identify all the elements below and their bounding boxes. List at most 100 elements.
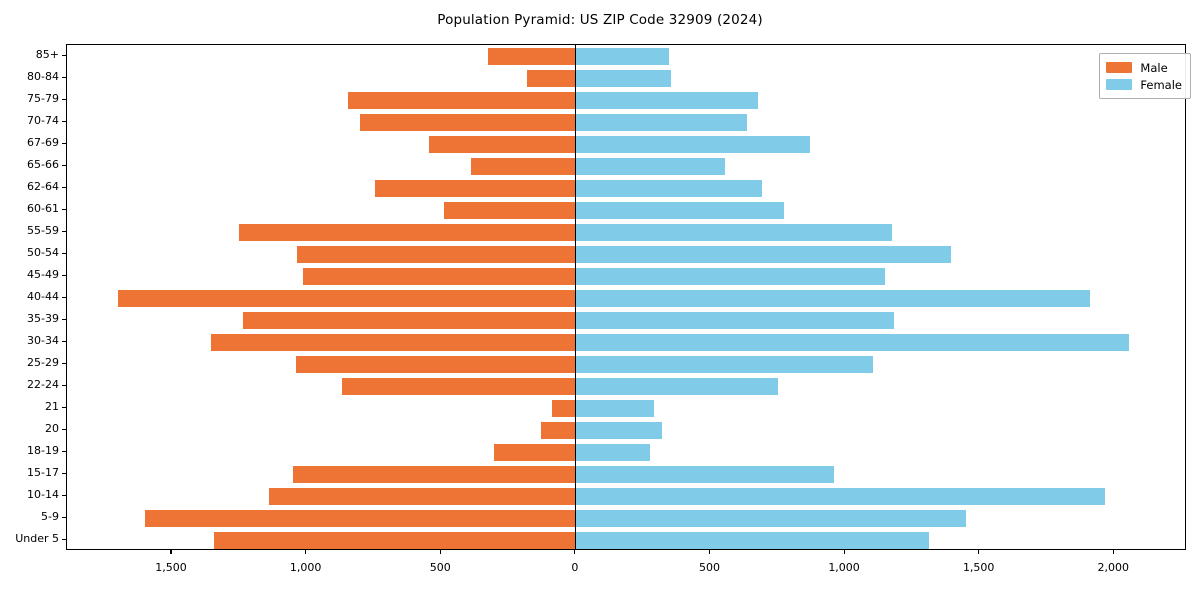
bar-female-67-69 bbox=[575, 135, 811, 153]
bar-male-30-34 bbox=[211, 333, 576, 351]
bar-male-15-17 bbox=[293, 465, 576, 483]
bar-female-65-66 bbox=[575, 157, 726, 175]
zero-axis-line bbox=[575, 45, 577, 549]
bar-male-under-5 bbox=[213, 531, 576, 549]
x-tick-mark bbox=[170, 550, 172, 554]
bar-female-10-14 bbox=[575, 487, 1105, 505]
y-tick-label-50-54: 50-54 bbox=[27, 246, 59, 259]
plot-area bbox=[66, 44, 1186, 550]
y-tick-mark bbox=[62, 340, 66, 342]
bar-female-62-64 bbox=[575, 179, 762, 197]
y-tick-mark bbox=[62, 252, 66, 254]
x-tick-label: 500 bbox=[429, 561, 451, 574]
bar-female-30-34 bbox=[575, 333, 1130, 351]
x-tick-mark bbox=[708, 550, 710, 554]
x-tick-mark bbox=[574, 550, 576, 554]
bar-female-25-29 bbox=[575, 355, 874, 373]
bar-male-55-59 bbox=[239, 223, 576, 241]
bar-female-35-39 bbox=[575, 311, 894, 329]
y-tick-label-10-14: 10-14 bbox=[27, 488, 59, 501]
x-tick-mark bbox=[843, 550, 845, 554]
y-tick-mark bbox=[62, 164, 66, 166]
bar-male-80-84 bbox=[527, 69, 576, 87]
legend-item-male[interactable]: Male bbox=[1106, 59, 1182, 76]
y-tick-mark bbox=[62, 428, 66, 430]
y-tick-mark bbox=[62, 76, 66, 78]
bar-male-18-19 bbox=[493, 443, 576, 461]
y-tick-mark bbox=[62, 186, 66, 188]
bar-male-62-64 bbox=[375, 179, 576, 197]
bar-female-40-44 bbox=[575, 289, 1091, 307]
legend-item-female[interactable]: Female bbox=[1106, 76, 1182, 93]
bar-female-under-5 bbox=[575, 531, 929, 549]
x-tick-label: 0 bbox=[571, 561, 579, 574]
y-tick-label-67-69: 67-69 bbox=[27, 136, 59, 149]
y-tick-label-75-79: 75-79 bbox=[27, 92, 59, 105]
legend-label-male: Male bbox=[1140, 60, 1168, 75]
bar-female-5-9 bbox=[575, 509, 967, 527]
y-tick-mark bbox=[62, 406, 66, 408]
bar-female-80-84 bbox=[575, 69, 672, 87]
bar-male-50-54 bbox=[297, 245, 576, 263]
legend-label-female: Female bbox=[1140, 77, 1182, 92]
y-tick-mark bbox=[62, 384, 66, 386]
y-tick-label-55-59: 55-59 bbox=[27, 224, 59, 237]
bar-male-85- bbox=[488, 47, 576, 65]
y-tick-mark bbox=[62, 230, 66, 232]
x-tick-label: 1,000 bbox=[828, 561, 860, 574]
y-tick-mark bbox=[62, 54, 66, 56]
y-tick-label-under-5: Under 5 bbox=[15, 532, 59, 545]
y-tick-label-62-64: 62-64 bbox=[27, 180, 59, 193]
bar-male-70-74 bbox=[360, 113, 576, 131]
y-tick-mark bbox=[62, 538, 66, 540]
chart-legend: Male Female bbox=[1099, 53, 1191, 99]
bar-female-55-59 bbox=[575, 223, 893, 241]
y-tick-mark bbox=[62, 494, 66, 496]
bar-male-40-44 bbox=[118, 289, 576, 307]
y-tick-mark bbox=[62, 142, 66, 144]
bar-male-25-29 bbox=[295, 355, 576, 373]
page-title: Population Pyramid: US ZIP Code 32909 (2… bbox=[437, 12, 763, 28]
bar-female-70-74 bbox=[575, 113, 747, 131]
bar-male-21 bbox=[551, 399, 576, 417]
bar-female-85- bbox=[575, 47, 669, 65]
y-tick-mark bbox=[62, 120, 66, 122]
y-tick-label-45-49: 45-49 bbox=[27, 268, 59, 281]
bar-male-20 bbox=[540, 421, 576, 439]
y-tick-mark bbox=[62, 296, 66, 298]
bar-male-35-39 bbox=[243, 311, 576, 329]
y-tick-label-25-29: 25-29 bbox=[27, 356, 59, 369]
x-tick-label: 1,500 bbox=[962, 561, 995, 574]
y-tick-label-21: 21 bbox=[45, 400, 59, 413]
bar-female-60-61 bbox=[575, 201, 785, 219]
bar-female-45-49 bbox=[575, 267, 886, 285]
bar-female-21 bbox=[575, 399, 654, 417]
x-tick-label: 500 bbox=[698, 561, 720, 574]
y-tick-label-40-44: 40-44 bbox=[27, 290, 59, 303]
bar-male-5-9 bbox=[145, 509, 576, 527]
bar-male-75-79 bbox=[348, 91, 576, 109]
x-tick-label: 2,000 bbox=[1097, 561, 1130, 574]
bar-male-22-24 bbox=[341, 377, 576, 395]
x-tick-label: 1,500 bbox=[155, 561, 187, 574]
y-tick-label-22-24: 22-24 bbox=[27, 378, 59, 391]
y-tick-mark bbox=[62, 98, 66, 100]
y-tick-mark bbox=[62, 472, 66, 474]
y-tick-label-60-61: 60-61 bbox=[27, 202, 59, 215]
x-tick-mark bbox=[439, 550, 441, 554]
bar-female-15-17 bbox=[575, 465, 835, 483]
y-tick-mark bbox=[62, 274, 66, 276]
bar-female-50-54 bbox=[575, 245, 952, 263]
bar-male-65-66 bbox=[470, 157, 576, 175]
x-tick-label: 1,000 bbox=[289, 561, 322, 574]
y-tick-mark bbox=[62, 362, 66, 364]
plot-inner bbox=[67, 45, 1185, 549]
y-tick-label-5-9: 5-9 bbox=[41, 510, 59, 523]
y-tick-mark bbox=[62, 318, 66, 320]
y-tick-label-65-66: 65-66 bbox=[27, 158, 59, 171]
bar-male-10-14 bbox=[268, 487, 576, 505]
x-tick-mark bbox=[305, 550, 307, 554]
x-tick-mark bbox=[1112, 550, 1114, 554]
y-tick-label-35-39: 35-39 bbox=[27, 312, 59, 325]
